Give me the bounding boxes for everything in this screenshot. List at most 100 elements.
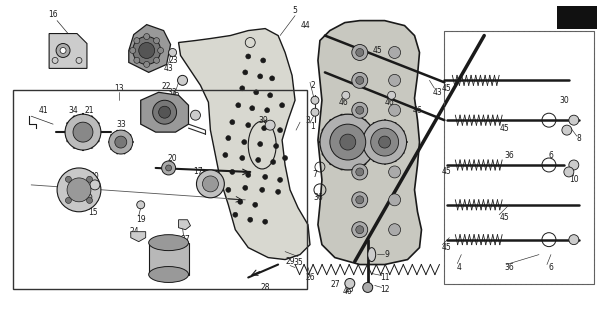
Circle shape (157, 47, 163, 53)
Circle shape (246, 172, 251, 177)
Text: 38: 38 (174, 104, 184, 113)
Text: 16: 16 (48, 10, 58, 19)
Circle shape (254, 90, 259, 95)
Text: FR.: FR. (568, 14, 584, 23)
Circle shape (109, 130, 133, 154)
Text: 4: 4 (457, 263, 462, 272)
Circle shape (133, 36, 160, 64)
Circle shape (260, 188, 265, 192)
Circle shape (144, 34, 149, 40)
Circle shape (389, 46, 401, 59)
Text: 46: 46 (339, 98, 349, 107)
Circle shape (276, 189, 281, 194)
Text: 43: 43 (432, 88, 442, 97)
Ellipse shape (149, 235, 188, 251)
Circle shape (65, 114, 101, 150)
Text: 47: 47 (365, 285, 375, 294)
Text: 42: 42 (171, 92, 181, 101)
Circle shape (271, 159, 276, 164)
Text: 46: 46 (343, 287, 353, 296)
Circle shape (65, 176, 71, 182)
Circle shape (86, 194, 92, 200)
Text: 5: 5 (293, 6, 298, 15)
Circle shape (257, 141, 263, 147)
Text: 15: 15 (88, 208, 98, 217)
Text: 36: 36 (504, 150, 514, 160)
Text: 40: 40 (90, 172, 100, 181)
Text: 2: 2 (310, 81, 315, 90)
Circle shape (270, 76, 274, 81)
Polygon shape (179, 220, 190, 230)
Text: 30: 30 (559, 96, 569, 105)
Circle shape (330, 124, 366, 160)
Circle shape (57, 168, 101, 212)
Circle shape (260, 58, 266, 63)
Circle shape (115, 136, 127, 148)
Text: 6: 6 (548, 150, 553, 160)
Text: 36: 36 (504, 263, 514, 272)
Text: 14: 14 (144, 108, 154, 117)
Text: 9: 9 (384, 250, 389, 259)
Circle shape (352, 192, 368, 208)
Bar (13, 90, 307, 289)
Text: 34: 34 (68, 106, 78, 115)
Polygon shape (129, 25, 171, 72)
Circle shape (240, 156, 245, 161)
Circle shape (282, 156, 287, 161)
Text: 41: 41 (38, 106, 48, 115)
Circle shape (389, 194, 401, 206)
Circle shape (356, 76, 364, 84)
Circle shape (226, 188, 231, 192)
Circle shape (352, 102, 368, 118)
Text: 31: 31 (158, 237, 167, 246)
Text: 32: 32 (169, 120, 178, 129)
Circle shape (240, 86, 245, 91)
Circle shape (87, 176, 93, 182)
Text: 33: 33 (168, 88, 178, 97)
Text: 27: 27 (330, 280, 340, 289)
Circle shape (152, 100, 176, 124)
Circle shape (243, 70, 248, 75)
Circle shape (236, 103, 241, 108)
Circle shape (265, 120, 275, 130)
Ellipse shape (149, 267, 188, 283)
Text: 3: 3 (306, 116, 310, 125)
Circle shape (60, 47, 66, 53)
Text: 7: 7 (312, 171, 317, 180)
Circle shape (263, 219, 268, 224)
Text: 44: 44 (300, 21, 310, 30)
Circle shape (159, 106, 171, 118)
Text: 46: 46 (412, 106, 422, 115)
Circle shape (320, 114, 376, 170)
Circle shape (274, 144, 279, 148)
Circle shape (242, 140, 247, 145)
Circle shape (253, 202, 257, 207)
Circle shape (130, 47, 136, 53)
Circle shape (230, 170, 235, 174)
Circle shape (238, 199, 243, 204)
Text: 20: 20 (168, 154, 178, 163)
Text: 36: 36 (313, 193, 323, 202)
Circle shape (278, 177, 282, 182)
Circle shape (356, 106, 364, 114)
Text: 46: 46 (385, 98, 395, 107)
Text: 40: 40 (90, 190, 100, 199)
Text: 45: 45 (442, 167, 451, 176)
Text: 8: 8 (576, 133, 581, 143)
Text: 25: 25 (345, 285, 354, 294)
Circle shape (56, 44, 70, 58)
Circle shape (138, 43, 155, 59)
Circle shape (162, 161, 176, 175)
Text: 37: 37 (181, 235, 190, 244)
Text: 26: 26 (305, 273, 315, 282)
Circle shape (562, 125, 572, 135)
Text: 43: 43 (163, 64, 173, 73)
Circle shape (356, 226, 364, 234)
Text: 29: 29 (285, 257, 295, 266)
Circle shape (246, 54, 251, 59)
Circle shape (363, 120, 406, 164)
Circle shape (569, 115, 579, 125)
Circle shape (230, 120, 235, 125)
Text: 33: 33 (116, 120, 126, 129)
Circle shape (134, 57, 140, 63)
